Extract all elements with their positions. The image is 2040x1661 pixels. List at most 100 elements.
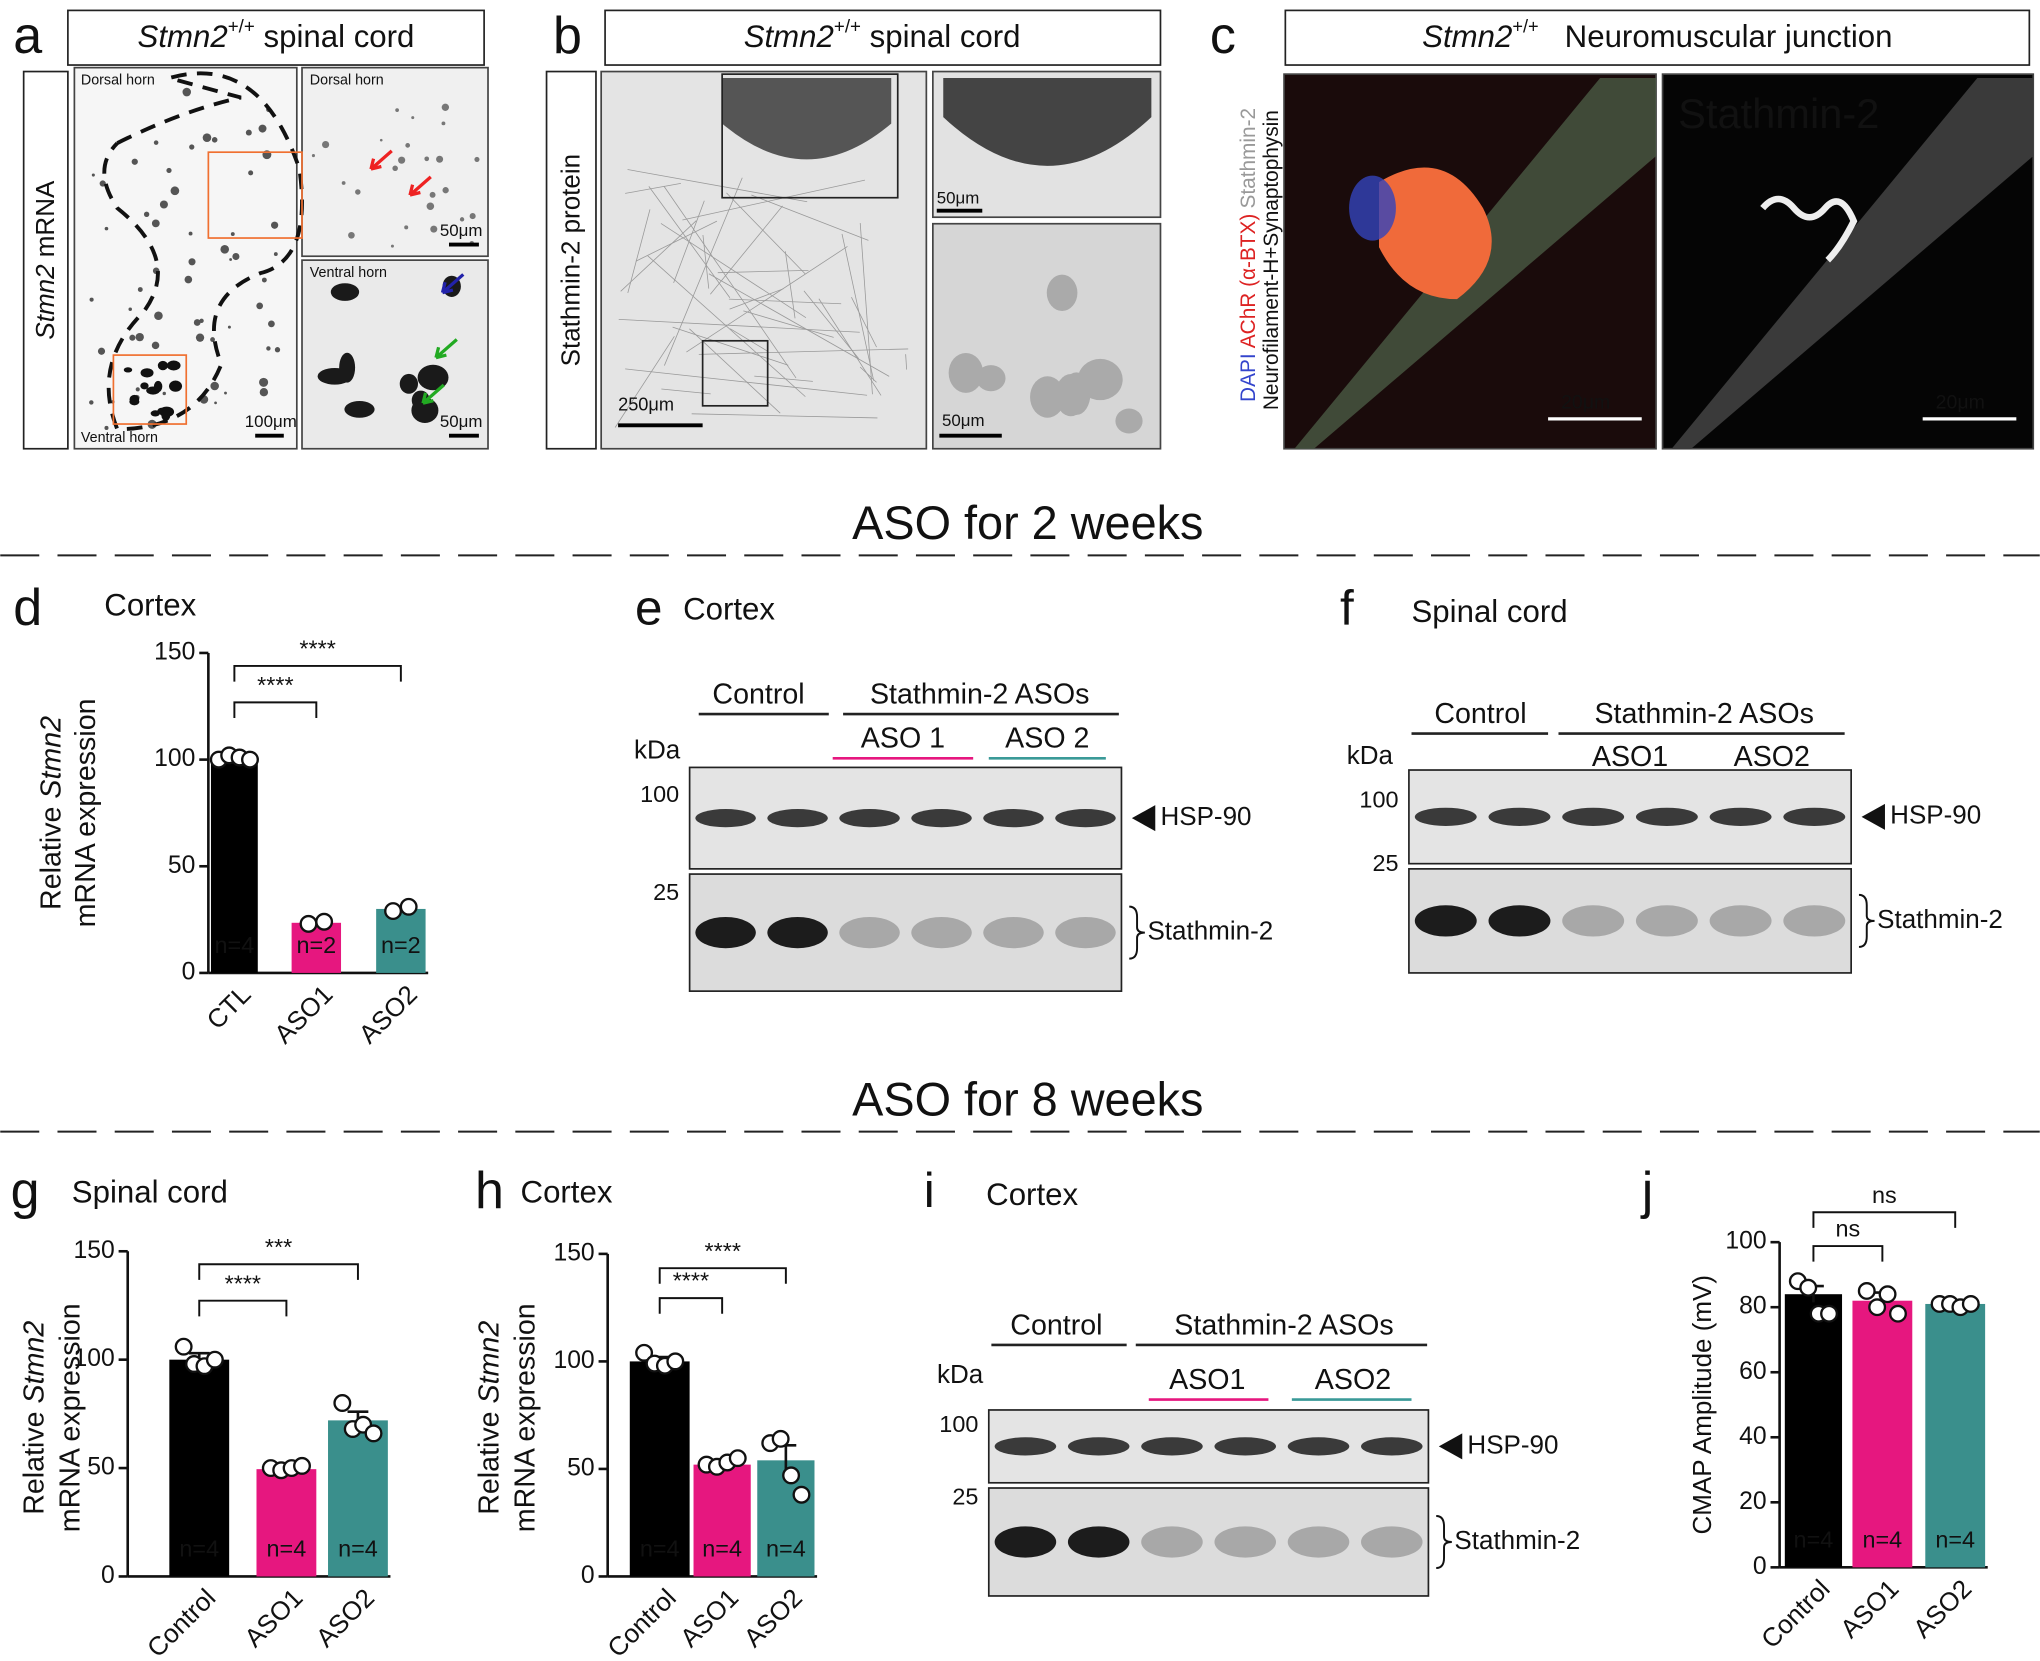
cell: [193, 319, 201, 326]
band: [1214, 1437, 1277, 1456]
x-tick-label: ASO2: [738, 1583, 808, 1653]
band-label: Stathmin-2: [1454, 1525, 1580, 1555]
bar: [629, 1361, 690, 1577]
band-label: HSP-90: [1890, 800, 1981, 830]
n-label: n=2: [381, 932, 421, 958]
chart-title: Cortex: [104, 588, 196, 623]
chart-title: Cortex: [521, 1174, 613, 1209]
vessel: [818, 298, 882, 396]
vessel: [905, 354, 908, 370]
brace: [1129, 905, 1145, 960]
vessel: [754, 375, 813, 382]
cell: [441, 121, 446, 126]
scale-bar-label: 20μm: [1936, 391, 1985, 413]
cell: [256, 302, 264, 310]
significance-bracket: [198, 1299, 288, 1317]
significance-bracket: [198, 1263, 359, 1280]
cell: [976, 365, 1006, 392]
y-tick-label: 100: [73, 1345, 114, 1372]
x-tick-label: CTL: [201, 979, 257, 1035]
data-point: [1820, 1304, 1839, 1323]
n-label: n=4: [267, 1536, 307, 1562]
cell: [398, 156, 406, 164]
data-point: [1961, 1294, 1980, 1313]
vessel: [673, 200, 705, 284]
n-label: n=4: [338, 1536, 378, 1562]
lane-group-label: Control: [1010, 1309, 1102, 1341]
band: [983, 916, 1044, 949]
cell: [442, 187, 449, 194]
vessel: [625, 183, 681, 194]
vessel: [702, 234, 710, 289]
scale-bar-label: 50μm: [440, 221, 483, 240]
bar: [256, 1469, 317, 1577]
bar: [328, 1420, 388, 1577]
channel-label: DAPI AChR (α-BTX) Stathmin-2: [1236, 108, 1259, 402]
band: [983, 809, 1044, 828]
x-tick-label: Control: [601, 1583, 681, 1661]
y-tick-label: 50: [87, 1454, 114, 1481]
x-tick-label: ASO2: [1907, 1573, 1977, 1643]
cell: [153, 140, 159, 145]
cell: [261, 277, 267, 283]
band: [911, 809, 972, 828]
blot-membrane: [987, 1487, 1430, 1597]
y-axis-label: mRNA expression: [70, 698, 102, 927]
gene-name: Stmn2: [1422, 19, 1512, 54]
cell: [220, 244, 230, 254]
cell: [339, 352, 356, 383]
cell: [392, 165, 398, 172]
bar: [1925, 1303, 1986, 1568]
panel-title: Cortex: [683, 592, 775, 627]
cell: [1030, 376, 1065, 418]
band: [1783, 905, 1846, 937]
data-point: [315, 912, 334, 931]
lane-group-label: Control: [712, 678, 804, 710]
cell: [104, 425, 109, 430]
band-label: Stathmin-2: [1877, 904, 2003, 934]
cell: [210, 337, 215, 342]
blot-membrane: [688, 766, 1123, 870]
cell: [344, 401, 375, 418]
y-axis-label: mRNA expression: [510, 1303, 542, 1532]
band: [1783, 807, 1846, 826]
section-heading: ASO for 2 weeks: [852, 497, 1203, 549]
x-tick-label: ASO1: [1834, 1573, 1904, 1643]
cell: [157, 360, 168, 371]
image-label: Stathmin-2: [1678, 90, 1879, 137]
lane-group-label: ASO 2: [1005, 723, 1089, 755]
y-axis-label-part: Relative: [35, 799, 67, 910]
data-point: [241, 750, 259, 769]
significance-label: ns: [1872, 1182, 1897, 1208]
title-text: spinal cord: [861, 19, 1021, 54]
arrowhead: [1131, 805, 1156, 832]
x-tick-label: ASO1: [674, 1583, 744, 1653]
cell: [245, 129, 252, 136]
significance-bracket: [1812, 1211, 1957, 1228]
x-tick-label: Control: [1755, 1573, 1835, 1653]
band: [1214, 1526, 1277, 1558]
cell: [474, 156, 480, 162]
roi-box: [721, 73, 899, 199]
panel-letter: g: [11, 1162, 40, 1220]
cell: [129, 334, 136, 341]
vessel: [620, 220, 697, 292]
lane-group-label: Control: [1434, 698, 1526, 730]
band: [1562, 807, 1625, 826]
cell: [184, 275, 193, 284]
bar: [376, 908, 426, 973]
cell: [140, 368, 154, 378]
blot-membrane: [1408, 868, 1852, 974]
brace: [1436, 1514, 1452, 1569]
band: [1709, 807, 1772, 826]
n-label: n=4: [1935, 1527, 1975, 1553]
cell: [137, 287, 143, 292]
cell: [436, 155, 444, 163]
side-label: Stmn2 mRNA: [30, 180, 60, 340]
cell: [311, 154, 315, 158]
y-axis-label: Relative Stmn2: [35, 716, 67, 910]
vessel: [726, 192, 806, 275]
data-point: [771, 1429, 790, 1448]
data-point: [1868, 1298, 1887, 1317]
y-tick-label: 40: [1739, 1423, 1766, 1450]
